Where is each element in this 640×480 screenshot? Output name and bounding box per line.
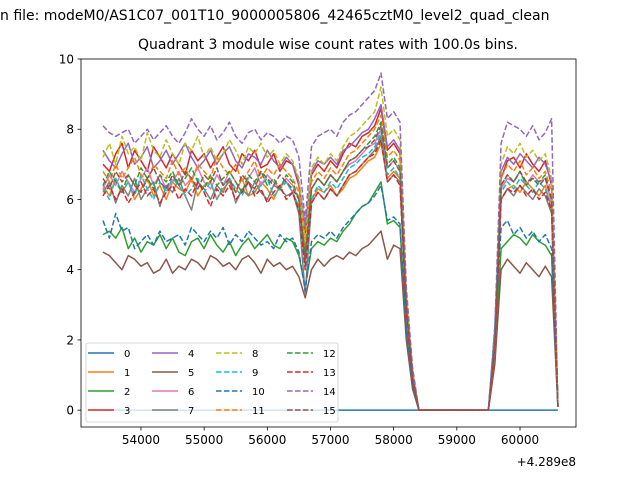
axes-title: Quadrant 3 module wise count rates with … [138, 37, 518, 53]
y-tick-label: 4 [66, 263, 74, 277]
plot-area [102, 72, 559, 411]
legend-label-5: 5 [188, 368, 194, 379]
legend-label-9: 9 [252, 368, 258, 379]
y-tick-label: 6 [66, 193, 74, 207]
x-tick-label: 54000 [122, 433, 160, 447]
legend-label-8: 8 [252, 349, 258, 360]
y-tick-label: 8 [66, 123, 74, 137]
legend-label-7: 7 [188, 406, 194, 417]
legend-label-14: 14 [323, 387, 336, 398]
x-tick-label: 59000 [438, 433, 476, 447]
legend-label-2: 2 [124, 387, 130, 398]
series-line-11 [102, 114, 559, 411]
x-tick-label: 56000 [248, 433, 286, 447]
x-tick-label: 58000 [375, 433, 413, 447]
x-tick-label: 60000 [501, 433, 539, 447]
series-line-15 [102, 124, 559, 411]
legend-box [85, 342, 339, 423]
series-group [102, 72, 559, 411]
y-tick-label: 10 [59, 53, 74, 67]
axes-frame [80, 58, 577, 428]
y-tick-label: 2 [66, 333, 74, 347]
legend-label-15: 15 [323, 406, 336, 417]
legend-label-11: 11 [252, 406, 265, 417]
legend-label-6: 6 [188, 387, 194, 398]
legend-label-12: 12 [323, 349, 336, 360]
legend-label-10: 10 [252, 387, 265, 398]
legend-label-3: 3 [124, 406, 130, 417]
x-tick-label: 57000 [311, 433, 349, 447]
axes: 54000 55000 56000 57000 58000 59000 60000 0 2 4 6 8… [59, 53, 577, 447]
x-offset-label: +4.289e8 [517, 455, 576, 469]
figure-suptitle: n file: modeM0/AS1C07_001T10_9000005806_… [0, 8, 549, 24]
legend-label-1: 1 [124, 368, 130, 379]
legend-label-0: 0 [124, 349, 130, 360]
series-line-13 [102, 139, 559, 411]
x-tick-label: 55000 [185, 433, 223, 447]
legend-label-4: 4 [188, 349, 194, 360]
y-tick-label: 0 [66, 404, 74, 418]
legend-label-13: 13 [323, 368, 336, 379]
